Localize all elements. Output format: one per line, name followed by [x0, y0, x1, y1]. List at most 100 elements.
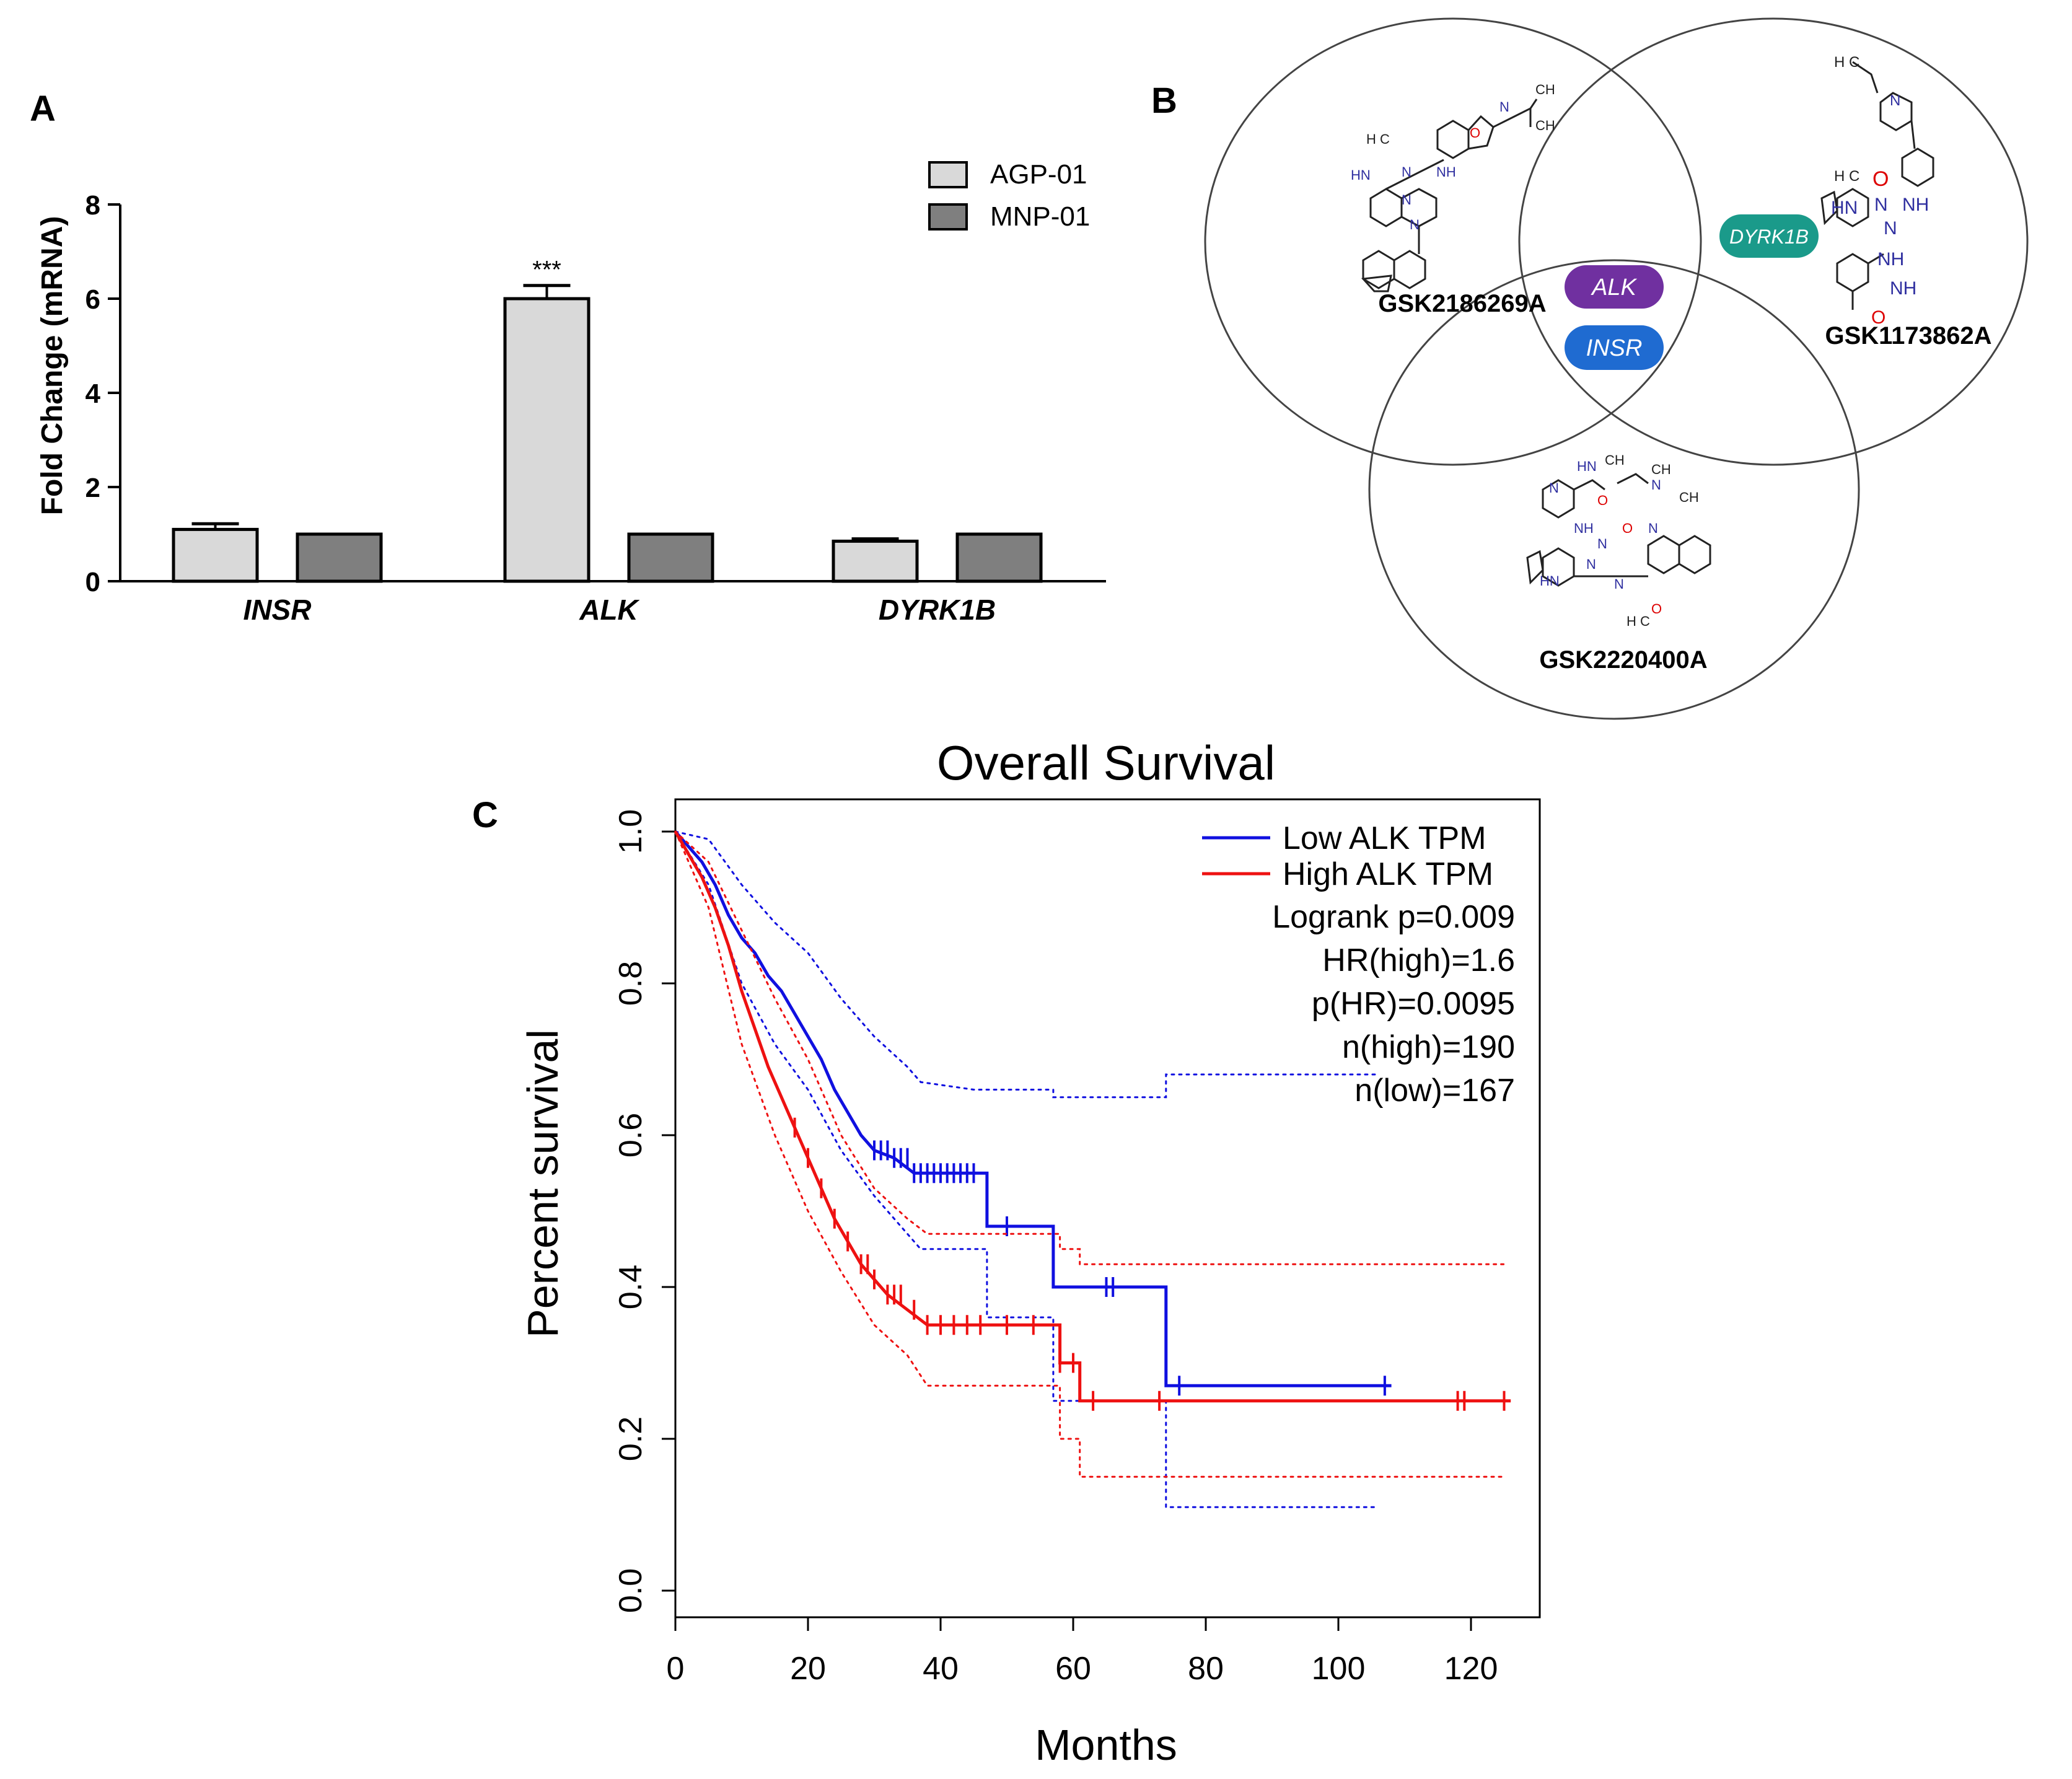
x-tick-label: 60: [1055, 1651, 1091, 1687]
x-category-label: ALK: [579, 594, 639, 626]
y-tick-label: 2: [86, 473, 100, 503]
y-tick-label: 0.8: [613, 961, 649, 1006]
svg-text:CH: CH: [1679, 490, 1699, 505]
svg-text:CH: CH: [1605, 452, 1625, 468]
ci-lower-high-alk-tpm: [674, 830, 1505, 1478]
svg-text:NH: NH: [1877, 249, 1904, 270]
svg-text:N: N: [1597, 536, 1607, 551]
stat-n-high: n(high)=190: [1342, 1029, 1515, 1065]
structure-gsk2186269a: [1361, 99, 1538, 292]
svg-text:N: N: [1549, 480, 1559, 496]
ci-upper-low-alk-tpm: [674, 830, 1379, 1099]
structure-gsk1173862a-atoms: H C N H C O HN N NH N NH NH O: [1831, 54, 1929, 328]
significance-marker: ***: [532, 257, 561, 284]
target-pill-alk: [1565, 265, 1664, 309]
venn-circle-gsk1173862a: [1518, 17, 2029, 466]
x-tick-label: 20: [790, 1651, 826, 1687]
svg-text:O: O: [1651, 601, 1662, 617]
svg-text:N: N: [1651, 477, 1661, 493]
compound-label-gsk1173862a: GSK1173862A: [1825, 322, 1991, 349]
panel-a-letter: A: [30, 89, 56, 129]
x-tick-label: 100: [1312, 1651, 1366, 1687]
y-tick-label: 4: [86, 379, 101, 409]
structure-gsk2220400a-atoms: HN CH CH N CH N O NH N O N HN N N H C O: [1540, 452, 1699, 629]
bar-agp-01-dyrk1b: [832, 539, 919, 583]
structure-gsk1173862a: [1820, 61, 1934, 310]
svg-text:NH: NH: [1890, 278, 1916, 299]
y-tick-label: 0: [86, 567, 100, 597]
x-tick-label: 40: [923, 1651, 959, 1687]
panel-a-bar-chart: A Fold Change (mRNA) 0 2 4 6 8 *** INSR ALK DY…: [30, 89, 1106, 626]
svg-text:O: O: [1622, 521, 1633, 536]
venn-circle-gsk2186269a: [1204, 17, 1702, 466]
x-tick-label: 0: [667, 1651, 685, 1687]
venn-circle-gsk2220400a: [1368, 259, 1860, 720]
y-tick-label: 6: [86, 284, 100, 315]
compound-label-gsk2186269a: GSK2186269A: [1378, 290, 1546, 317]
y-tick-label: 8: [86, 190, 100, 221]
svg-text:H C: H C: [1834, 168, 1859, 185]
x-category-label: DYRK1B: [879, 594, 996, 626]
svg-text:O: O: [1872, 167, 1889, 191]
panel-c-y-axis-label: Percent survival: [519, 1029, 567, 1338]
bar-mnp-01-dyrk1b: [955, 532, 1043, 583]
panel-c-title: Overall Survival: [937, 736, 1275, 790]
svg-text:N: N: [1499, 99, 1509, 115]
svg-text:N: N: [1648, 521, 1658, 536]
x-tick-label: 120: [1444, 1651, 1498, 1687]
svg-text:HN: HN: [1540, 573, 1560, 589]
legend-label-mnp-01: MNP-01: [990, 201, 1090, 232]
bar-agp-01-alk: [503, 297, 590, 583]
y-tick-label: 0.0: [613, 1568, 649, 1613]
svg-text:H C: H C: [1834, 54, 1859, 71]
svg-text:CH: CH: [1535, 118, 1555, 133]
panel-a-legend: AGP-01 MNP-01: [928, 159, 1090, 232]
svg-text:O: O: [1597, 493, 1608, 508]
panel-c-legend: Low ALK TPM High ALK TPM: [1202, 820, 1493, 892]
svg-text:CH: CH: [1535, 82, 1555, 97]
svg-text:HN: HN: [1351, 167, 1371, 183]
y-tick-label: 0.2: [613, 1417, 649, 1461]
svg-text:N: N: [1874, 195, 1888, 215]
svg-text:N: N: [1586, 556, 1596, 572]
panel-b-letter: B: [1151, 81, 1177, 121]
target-pill-insr: [1565, 325, 1664, 370]
target-label-dyrk1b: DYRK1B: [1729, 226, 1809, 248]
bar-agp-01-insr: [172, 527, 259, 583]
legend-label-agp-01: AGP-01: [990, 159, 1087, 190]
svg-text:N: N: [1614, 576, 1624, 592]
svg-text:N: N: [1884, 218, 1897, 239]
target-label-alk: ALK: [1591, 275, 1637, 301]
y-tick-label: 0.4: [613, 1265, 649, 1309]
survival-curve-low-alk-tpm: [674, 830, 1392, 1387]
ci-lower-low-alk-tpm: [674, 830, 1379, 1508]
svg-text:HN: HN: [1831, 198, 1858, 218]
panel-b-venn-diagram: B H C CH CH N O HN N NH N N: [1151, 17, 2029, 720]
svg-text:O: O: [1871, 307, 1885, 328]
panel-c-x-axis-label: Months: [1035, 1721, 1177, 1769]
y-tick-label: 0.6: [613, 1113, 649, 1157]
stat-p-hr: p(HR)=0.0095: [1312, 986, 1515, 1022]
bar-mnp-01-alk: [627, 532, 714, 583]
stat-hr: HR(high)=1.6: [1322, 942, 1515, 978]
svg-text:NH: NH: [1574, 521, 1594, 536]
svg-text:N: N: [1890, 92, 1900, 109]
x-category-label: INSR: [244, 594, 312, 626]
target-label-insr: INSR: [1586, 335, 1643, 361]
legend-label-high-alk: High ALK TPM: [1283, 856, 1493, 892]
svg-text:NH: NH: [1436, 164, 1456, 180]
structure-gsk2220400a: [1526, 473, 1711, 587]
svg-text:N: N: [1402, 192, 1411, 208]
x-tick-label: 80: [1188, 1651, 1224, 1687]
legend-label-low-alk: Low ALK TPM: [1283, 820, 1486, 856]
svg-text:NH: NH: [1902, 195, 1929, 215]
svg-text:H C: H C: [1626, 613, 1650, 629]
stat-n-low: n(low)=167: [1354, 1073, 1515, 1109]
ci-upper-high-alk-tpm: [674, 830, 1505, 1265]
compound-label-gsk2220400a: GSK2220400A: [1539, 646, 1707, 674]
svg-text:N: N: [1402, 164, 1411, 180]
survival-curve-high-alk-tpm: [674, 830, 1511, 1403]
svg-text:CH: CH: [1651, 462, 1671, 477]
bar-mnp-01-insr: [296, 532, 383, 583]
